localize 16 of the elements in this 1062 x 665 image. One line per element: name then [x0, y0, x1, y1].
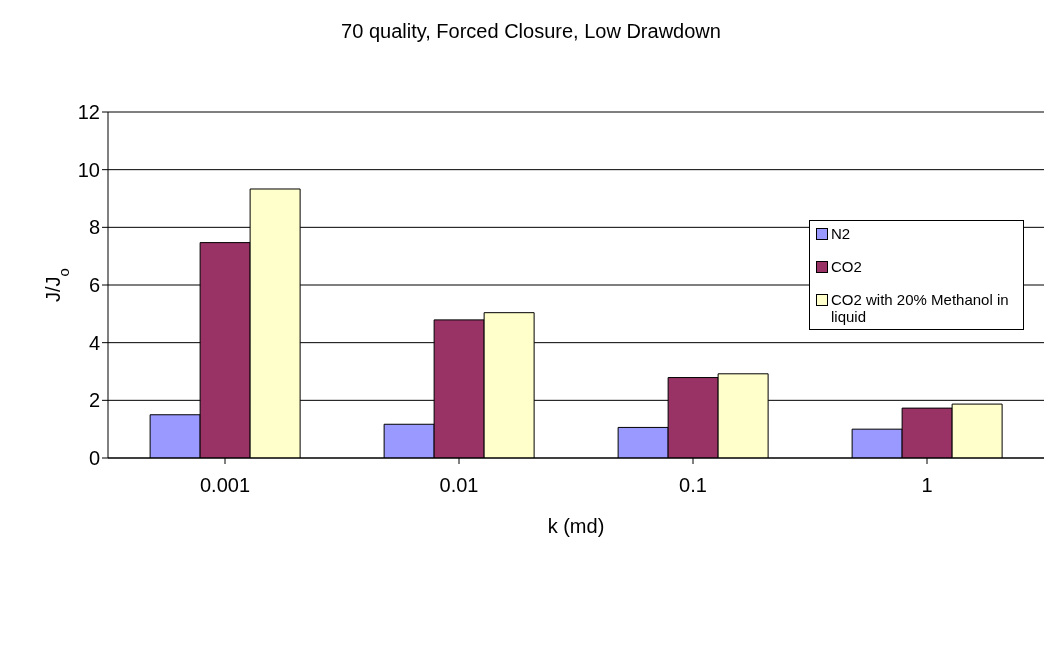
y-tick-label: 6 [88, 274, 100, 297]
x-axis-title: k (md) [547, 515, 605, 537]
y-tick-label: 10 [77, 158, 100, 181]
chart-title: 70 quality, Forced Closure, Low Drawdown [340, 19, 722, 44]
x-tick-label: 0.001 [199, 474, 251, 497]
y-tick-label: 8 [88, 216, 100, 239]
x-tick-label: 0.1 [679, 474, 707, 497]
y-tick-label: 2 [88, 389, 100, 412]
legend-label: CO2 [831, 258, 862, 275]
y-tick-label: 12 [77, 101, 100, 124]
y-tick-label: 4 [88, 331, 100, 354]
y-tick-label: 0 [88, 447, 100, 470]
legend-label: CO2 with 20% Methanol in liquid [831, 291, 1010, 325]
legend-label: N2 [831, 225, 851, 242]
x-tick-label: 1 [921, 474, 933, 497]
x-tick-label: 0.01 [439, 474, 479, 497]
